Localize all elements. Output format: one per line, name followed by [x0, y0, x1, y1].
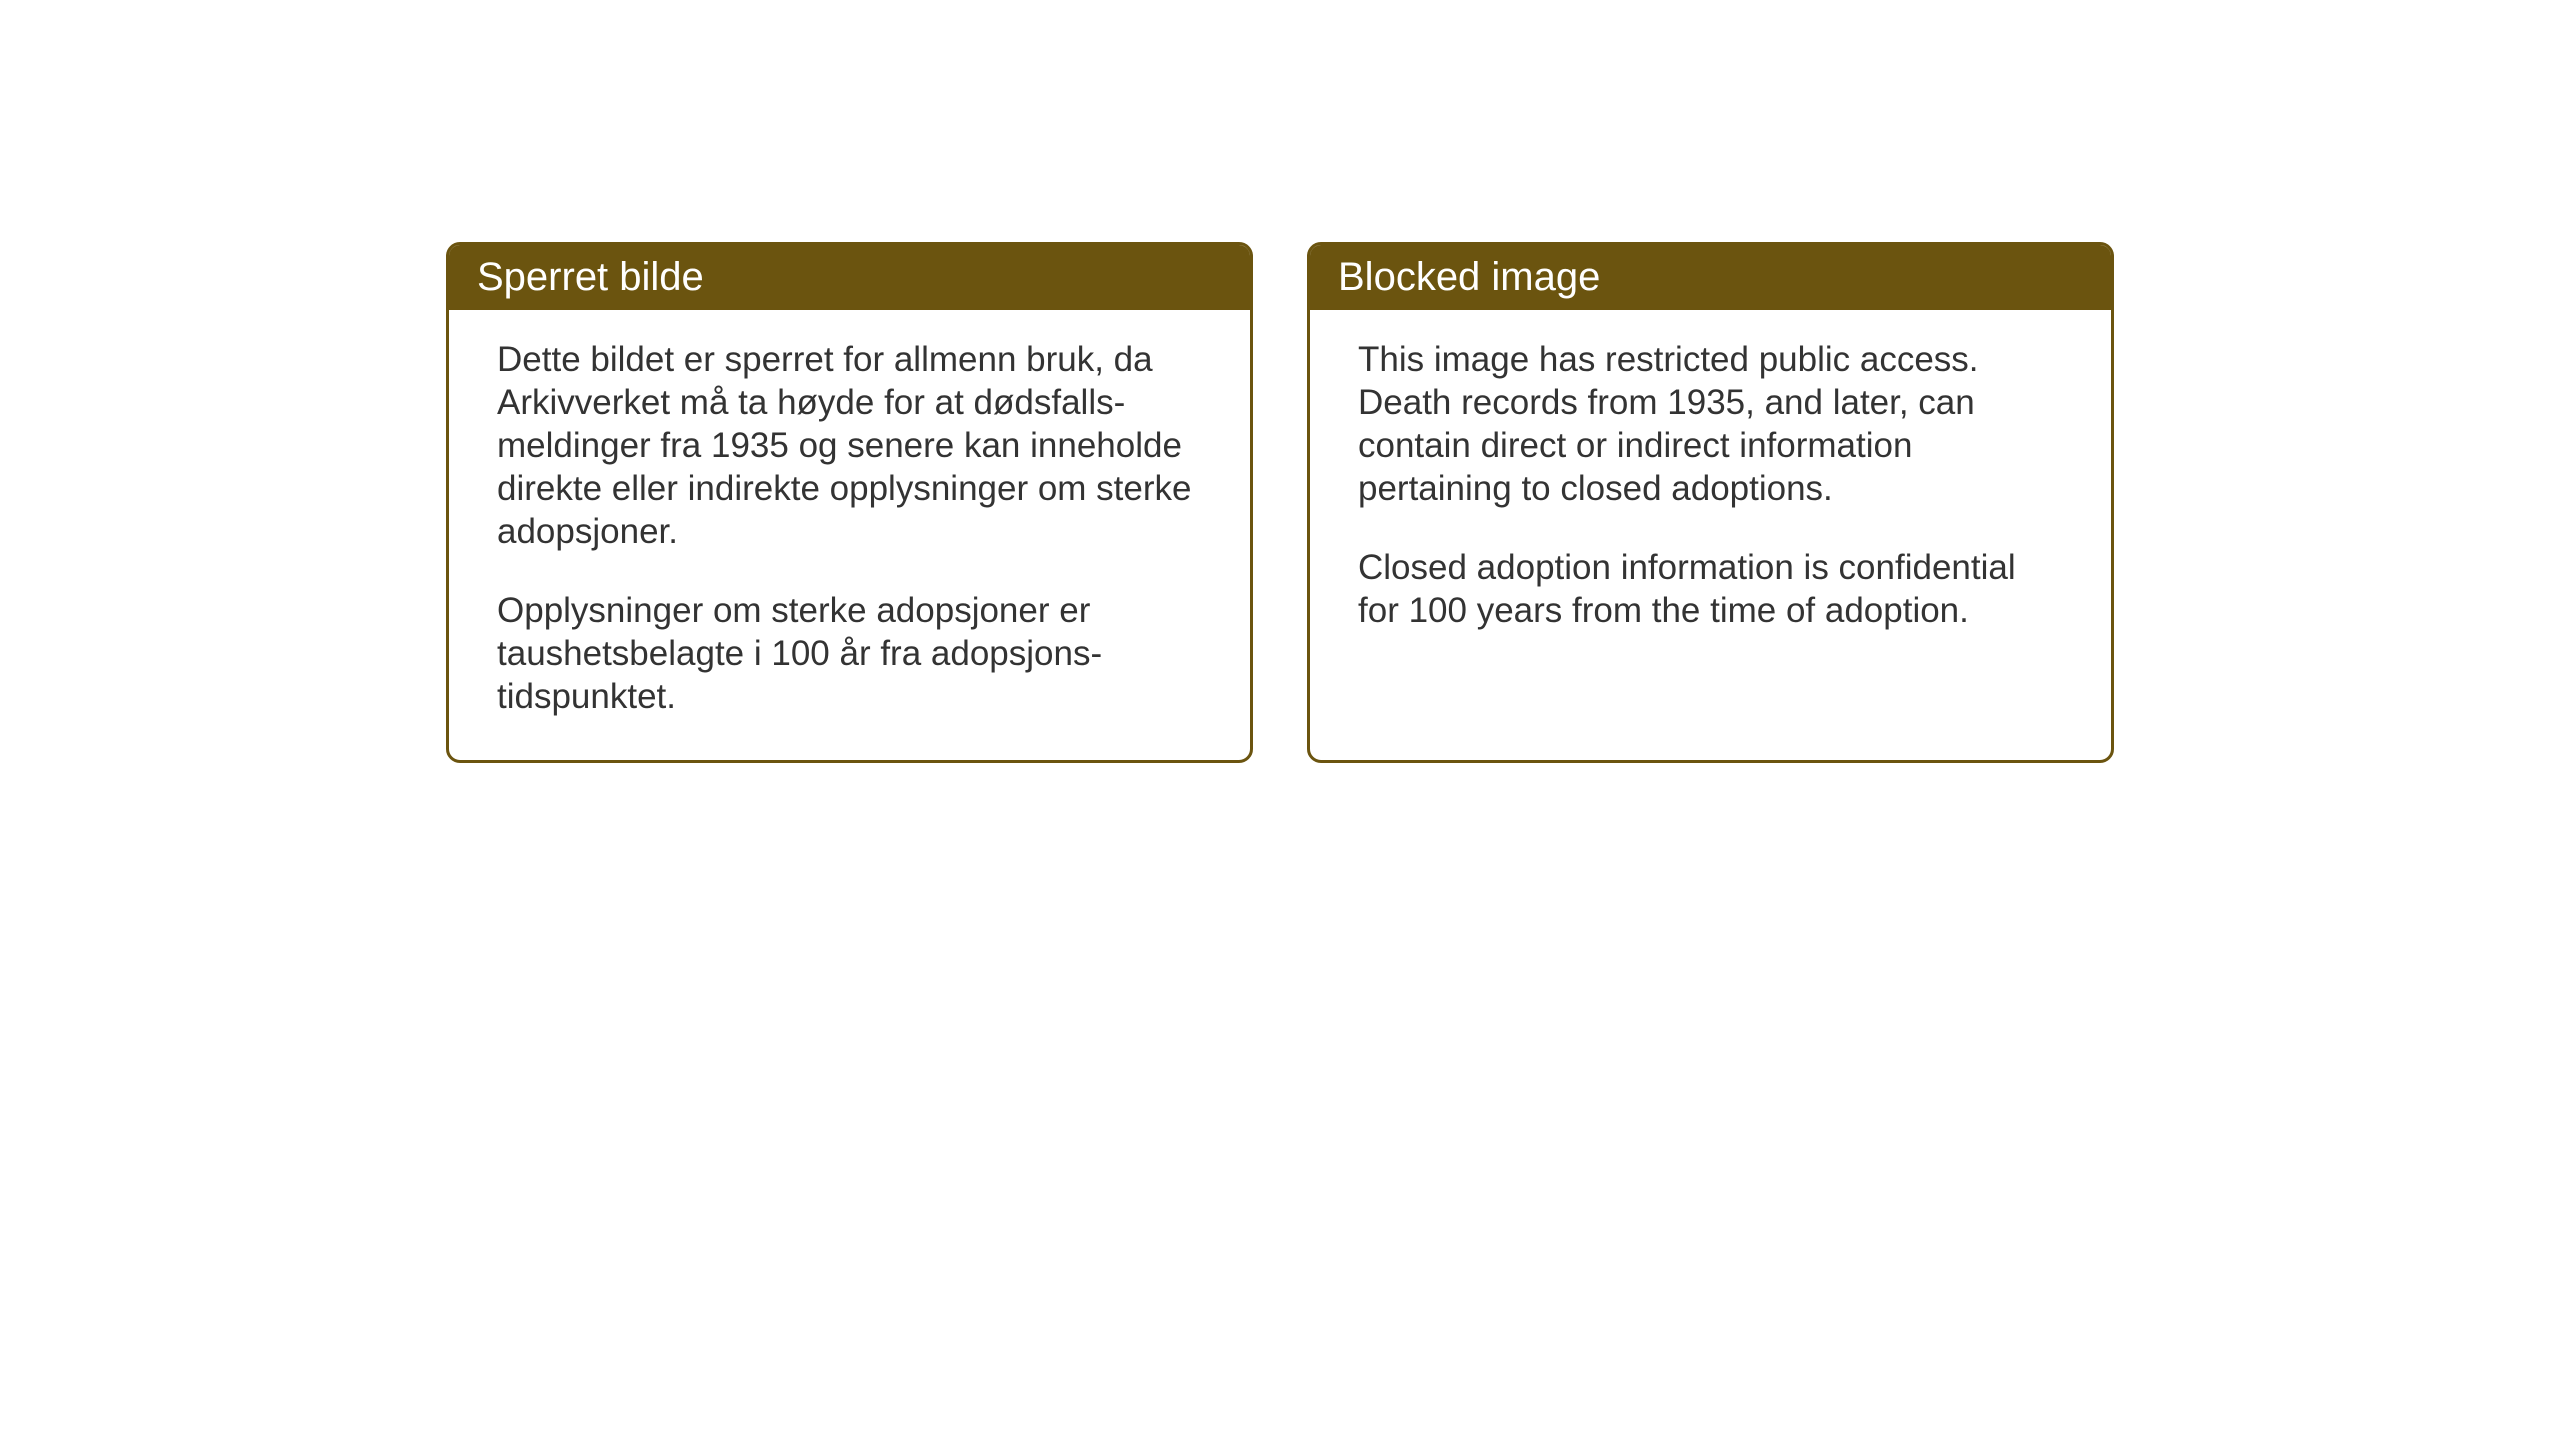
- norwegian-card-title: Sperret bilde: [449, 245, 1250, 310]
- english-notice-card: Blocked image This image has restricted …: [1307, 242, 2114, 763]
- norwegian-card-body: Dette bildet er sperret for allmenn bruk…: [449, 310, 1250, 760]
- english-card-body: This image has restricted public access.…: [1310, 310, 2111, 674]
- english-card-title: Blocked image: [1310, 245, 2111, 310]
- english-paragraph-2: Closed adoption information is confident…: [1358, 546, 2063, 632]
- norwegian-paragraph-1: Dette bildet er sperret for allmenn bruk…: [497, 338, 1202, 553]
- norwegian-paragraph-2: Opplysninger om sterke adopsjoner er tau…: [497, 589, 1202, 718]
- notice-container: Sperret bilde Dette bildet er sperret fo…: [446, 242, 2114, 763]
- english-paragraph-1: This image has restricted public access.…: [1358, 338, 2063, 510]
- norwegian-notice-card: Sperret bilde Dette bildet er sperret fo…: [446, 242, 1253, 763]
